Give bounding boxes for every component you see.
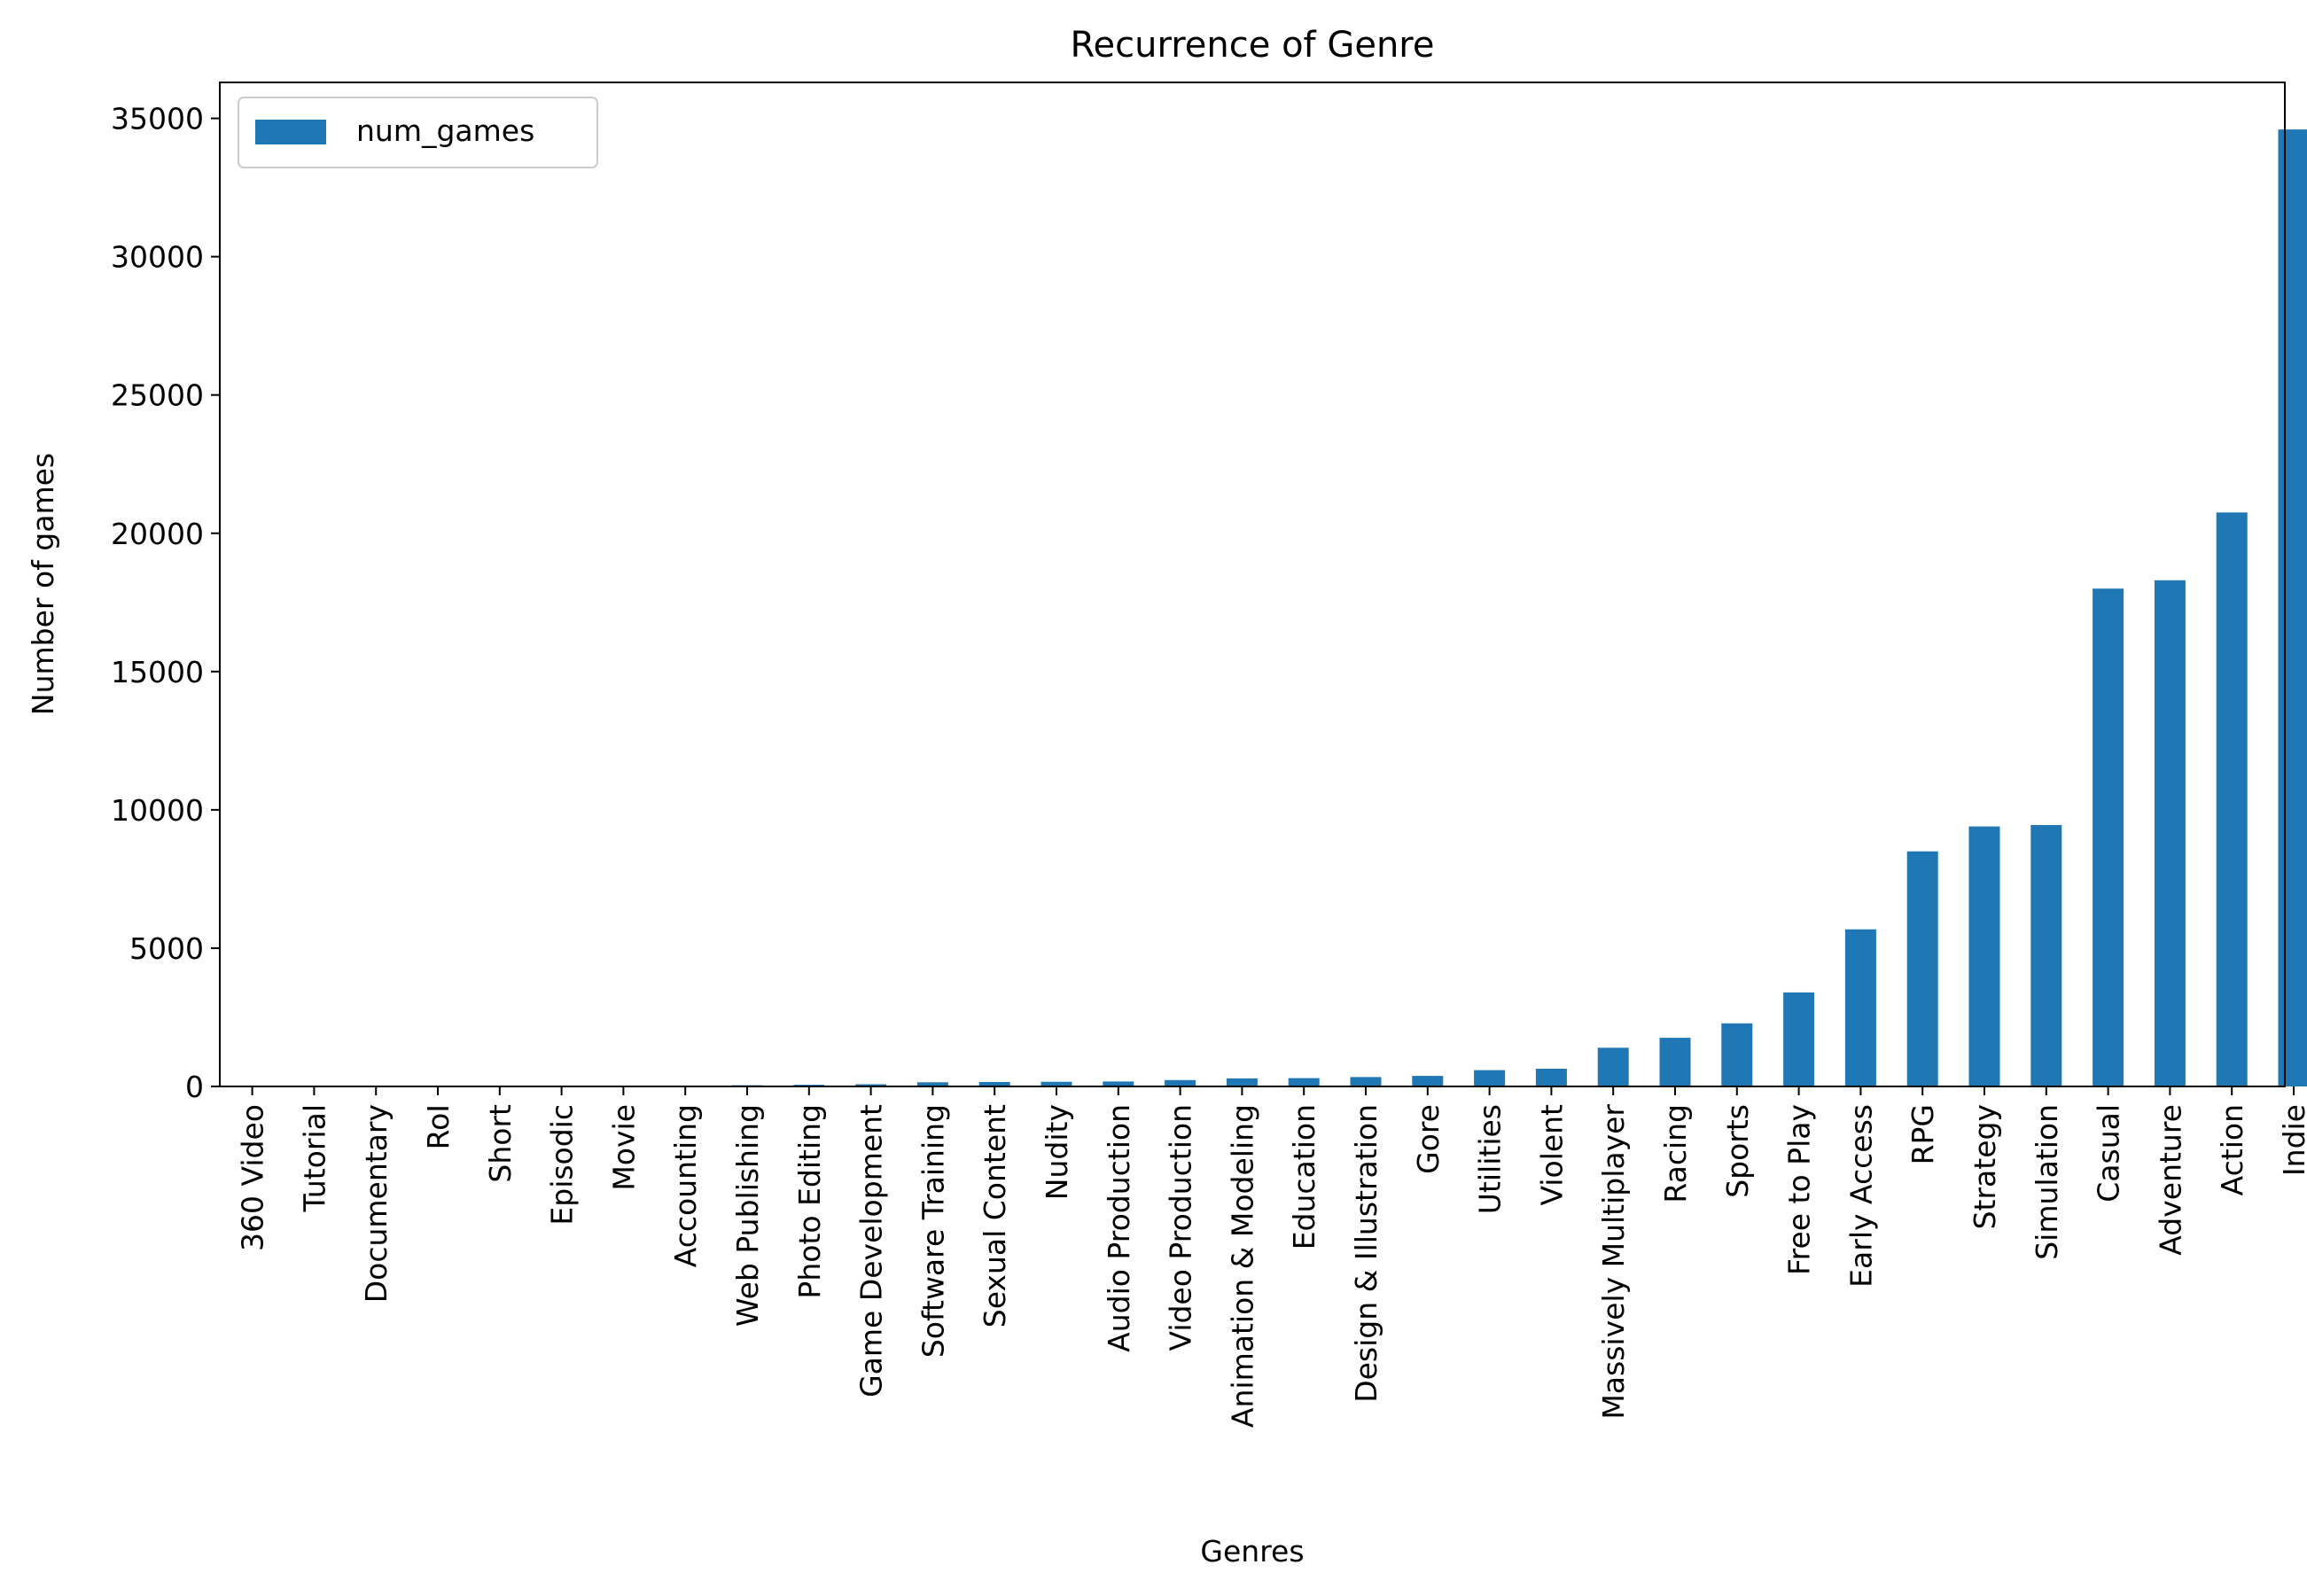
x-tick-label: Nudity xyxy=(1040,1104,1074,1200)
y-tick-label: 15000 xyxy=(111,655,204,689)
x-tick-label: Accounting xyxy=(668,1104,703,1267)
legend-swatch xyxy=(255,120,326,144)
plot-frame xyxy=(219,82,2286,1087)
x-tick-label: Episodic xyxy=(545,1104,580,1226)
bar xyxy=(1412,1076,1444,1086)
y-axis-label: Number of games xyxy=(26,453,60,715)
bar xyxy=(978,1082,1010,1086)
x-tick-label: Utilities xyxy=(1473,1104,1508,1214)
bar xyxy=(1721,1023,1753,1086)
bar xyxy=(1474,1070,1506,1086)
bar xyxy=(1103,1081,1134,1086)
bar xyxy=(1165,1079,1196,1086)
x-tick-label: RoI xyxy=(421,1104,456,1149)
bar xyxy=(1844,929,1876,1086)
x-tick-label: Violent xyxy=(1534,1104,1569,1206)
y-tick-label: 5000 xyxy=(129,931,204,966)
bar xyxy=(2030,825,2062,1086)
x-tick-label: Web Publishing xyxy=(730,1104,765,1327)
bar xyxy=(1906,851,1938,1086)
bar xyxy=(916,1082,948,1086)
x-tick-label: 360 Video xyxy=(236,1104,270,1251)
bar xyxy=(1226,1078,1258,1086)
legend: num_games xyxy=(238,97,598,168)
x-tick-label: Design & Illustration xyxy=(1349,1104,1383,1403)
x-tick-label: Racing xyxy=(1658,1104,1693,1203)
bar xyxy=(2278,129,2307,1087)
x-tick-label: Simulation xyxy=(2030,1104,2064,1260)
y-tick-label: 20000 xyxy=(111,517,204,551)
bar xyxy=(1597,1047,1629,1086)
legend-label: num_games xyxy=(356,113,534,148)
bar xyxy=(1783,992,1815,1086)
bar xyxy=(2216,512,2248,1086)
x-tick-label: Massively Multiplayer xyxy=(1596,1104,1631,1420)
bar xyxy=(1535,1069,1567,1086)
x-tick-label: Movie xyxy=(606,1104,641,1191)
bar xyxy=(855,1084,887,1086)
x-tick-label: Indie xyxy=(2277,1104,2307,1176)
x-tick-label: Photo Editing xyxy=(792,1104,827,1299)
x-tick-label: Short xyxy=(483,1104,518,1183)
bar xyxy=(1040,1081,1072,1086)
x-tick-label: Audio Production xyxy=(1102,1104,1136,1352)
x-tick-label: Action xyxy=(2215,1104,2249,1195)
x-tick-label: Adventure xyxy=(2153,1104,2187,1256)
x-tick-label: Sexual Content xyxy=(978,1104,1012,1327)
chart-title: Recurrence of Genre xyxy=(1071,25,1435,66)
x-axis-label: Genres xyxy=(1200,1534,1304,1569)
x-tick-label: Strategy xyxy=(1968,1104,2002,1229)
bars xyxy=(237,129,2307,1087)
x-tick-label: Casual xyxy=(2092,1104,2126,1203)
x-tick-label: Education xyxy=(1287,1104,1321,1250)
x-axis: 360 Video Tutorial Documentary RoI Short Epis… xyxy=(236,1086,2307,1428)
bar xyxy=(1659,1038,1691,1086)
bar xyxy=(2093,588,2124,1086)
x-tick-label: Gore xyxy=(1411,1104,1446,1174)
y-tick-label: 30000 xyxy=(111,240,204,275)
x-tick-label: Sports xyxy=(1720,1104,1755,1198)
x-tick-label: Documentary xyxy=(359,1104,394,1303)
x-tick-label: Free to Play xyxy=(1782,1104,1817,1275)
x-tick-label: Tutorial xyxy=(297,1104,331,1212)
x-tick-label: Game Development xyxy=(854,1104,889,1397)
y-tick-label: 25000 xyxy=(111,378,204,413)
y-tick-label: 10000 xyxy=(111,793,204,828)
y-axis: 0 5000 10000 15000 20000 25000 30000 35000 xyxy=(111,102,220,1104)
x-tick-label: Animation & Modeling xyxy=(1225,1104,1259,1428)
bar xyxy=(1288,1078,1320,1086)
y-tick-label: 0 xyxy=(185,1070,204,1104)
x-tick-label: Software Training xyxy=(916,1104,950,1358)
x-tick-label: Early Access xyxy=(1843,1104,1878,1288)
x-tick-label: RPG xyxy=(1906,1104,1940,1164)
y-tick-label: 35000 xyxy=(111,102,204,136)
bar xyxy=(2154,580,2186,1086)
legend-box xyxy=(238,97,598,168)
bar xyxy=(1350,1077,1382,1086)
bar xyxy=(1968,826,2000,1086)
x-tick-label: Video Production xyxy=(1164,1104,1198,1351)
